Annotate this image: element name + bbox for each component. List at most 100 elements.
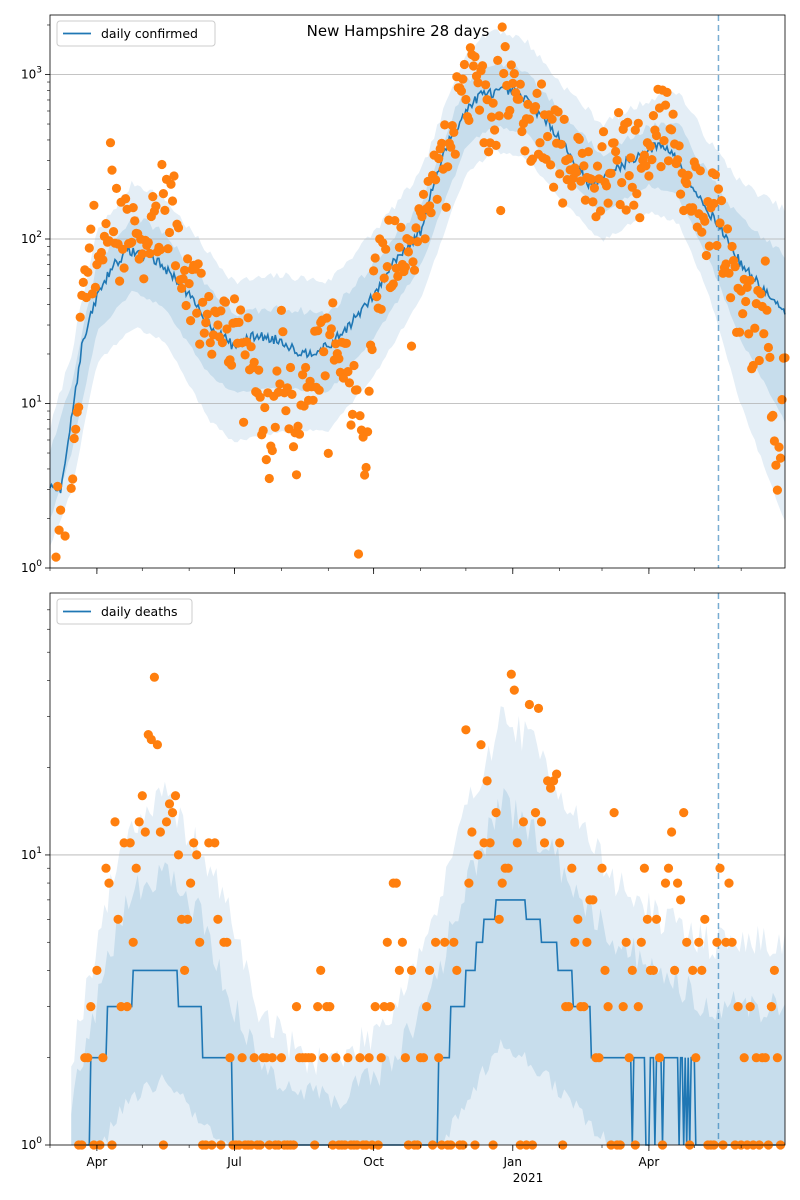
data-point	[313, 1002, 323, 1012]
x-tick-label: Jan	[503, 1155, 523, 1169]
data-point	[101, 219, 111, 229]
data-point	[313, 326, 323, 336]
data-point	[503, 863, 513, 873]
y-tick-exponent: 1	[36, 846, 42, 856]
data-point	[742, 282, 752, 292]
data-point	[434, 153, 444, 164]
data-point	[555, 838, 565, 848]
data-point	[440, 937, 450, 947]
data-point	[721, 259, 731, 269]
legend-label: daily confirmed	[101, 26, 198, 41]
data-point	[239, 417, 249, 427]
data-point	[186, 316, 196, 326]
data-point	[170, 791, 181, 801]
data-point	[571, 167, 581, 177]
data-point	[396, 222, 406, 232]
data-point	[700, 216, 710, 226]
data-point	[412, 237, 423, 247]
data-point	[161, 817, 172, 827]
data-point	[406, 341, 417, 351]
data-point	[673, 155, 683, 165]
data-point	[768, 410, 778, 420]
data-point	[674, 141, 684, 151]
data-point	[639, 150, 650, 160]
data-point	[449, 127, 459, 137]
data-point	[418, 189, 429, 199]
data-point	[508, 78, 518, 88]
data-point	[490, 125, 500, 135]
data-point	[249, 1053, 259, 1063]
data-point	[564, 1002, 574, 1012]
data-point	[422, 1002, 432, 1012]
data-point	[517, 126, 527, 137]
data-point	[108, 227, 119, 237]
data-point	[588, 197, 598, 207]
data-point	[624, 171, 634, 181]
data-point	[173, 850, 184, 860]
data-point	[518, 817, 529, 827]
data-point	[355, 1053, 365, 1063]
data-point	[325, 1002, 335, 1012]
data-point	[496, 205, 506, 216]
y-tick-exponent: 0	[36, 559, 42, 569]
data-point	[606, 168, 616, 178]
data-point	[195, 339, 205, 349]
data-point	[308, 395, 318, 405]
data-point	[509, 69, 519, 79]
data-point	[376, 1053, 386, 1063]
data-point	[84, 243, 94, 253]
data-point	[763, 342, 774, 353]
data-point	[762, 305, 772, 315]
data-point	[198, 297, 208, 307]
data-point	[635, 213, 645, 223]
data-point	[618, 1002, 628, 1012]
data-point	[216, 306, 226, 316]
data-point	[667, 827, 677, 837]
data-point	[688, 965, 698, 976]
data-point	[420, 234, 430, 244]
data-point	[497, 878, 507, 888]
data-point	[656, 162, 666, 172]
data-point	[205, 338, 215, 348]
data-point	[621, 937, 631, 947]
data-point	[128, 937, 138, 947]
data-point	[467, 827, 477, 837]
data-point	[226, 360, 237, 370]
data-point	[509, 685, 519, 695]
x-tick-label: Oct	[363, 1155, 384, 1169]
data-point	[654, 1053, 665, 1063]
data-point	[766, 1002, 777, 1012]
data-point	[390, 216, 400, 226]
data-point	[601, 181, 612, 191]
data-point	[372, 292, 382, 302]
data-point	[137, 249, 147, 259]
data-point	[536, 79, 547, 89]
data-point	[727, 241, 737, 252]
data-point	[104, 878, 114, 888]
data-point	[260, 402, 270, 413]
data-point	[512, 838, 522, 848]
data-point	[347, 409, 358, 419]
data-point	[164, 227, 175, 238]
data-point	[446, 142, 456, 152]
data-point	[202, 309, 212, 319]
data-point	[583, 147, 594, 157]
data-point	[51, 552, 61, 562]
data-point	[774, 442, 784, 452]
data-point	[346, 420, 356, 430]
data-point	[364, 386, 374, 396]
data-point	[592, 161, 603, 171]
data-point	[633, 1002, 643, 1012]
data-point	[180, 265, 190, 275]
data-point	[520, 146, 530, 156]
data-point	[258, 425, 268, 436]
data-point	[101, 863, 111, 873]
data-point	[733, 1002, 743, 1012]
data-point	[331, 1053, 341, 1063]
data-point	[282, 383, 292, 393]
data-point	[694, 937, 704, 947]
data-point	[612, 155, 622, 165]
data-point	[316, 965, 326, 976]
data-point	[369, 266, 379, 276]
